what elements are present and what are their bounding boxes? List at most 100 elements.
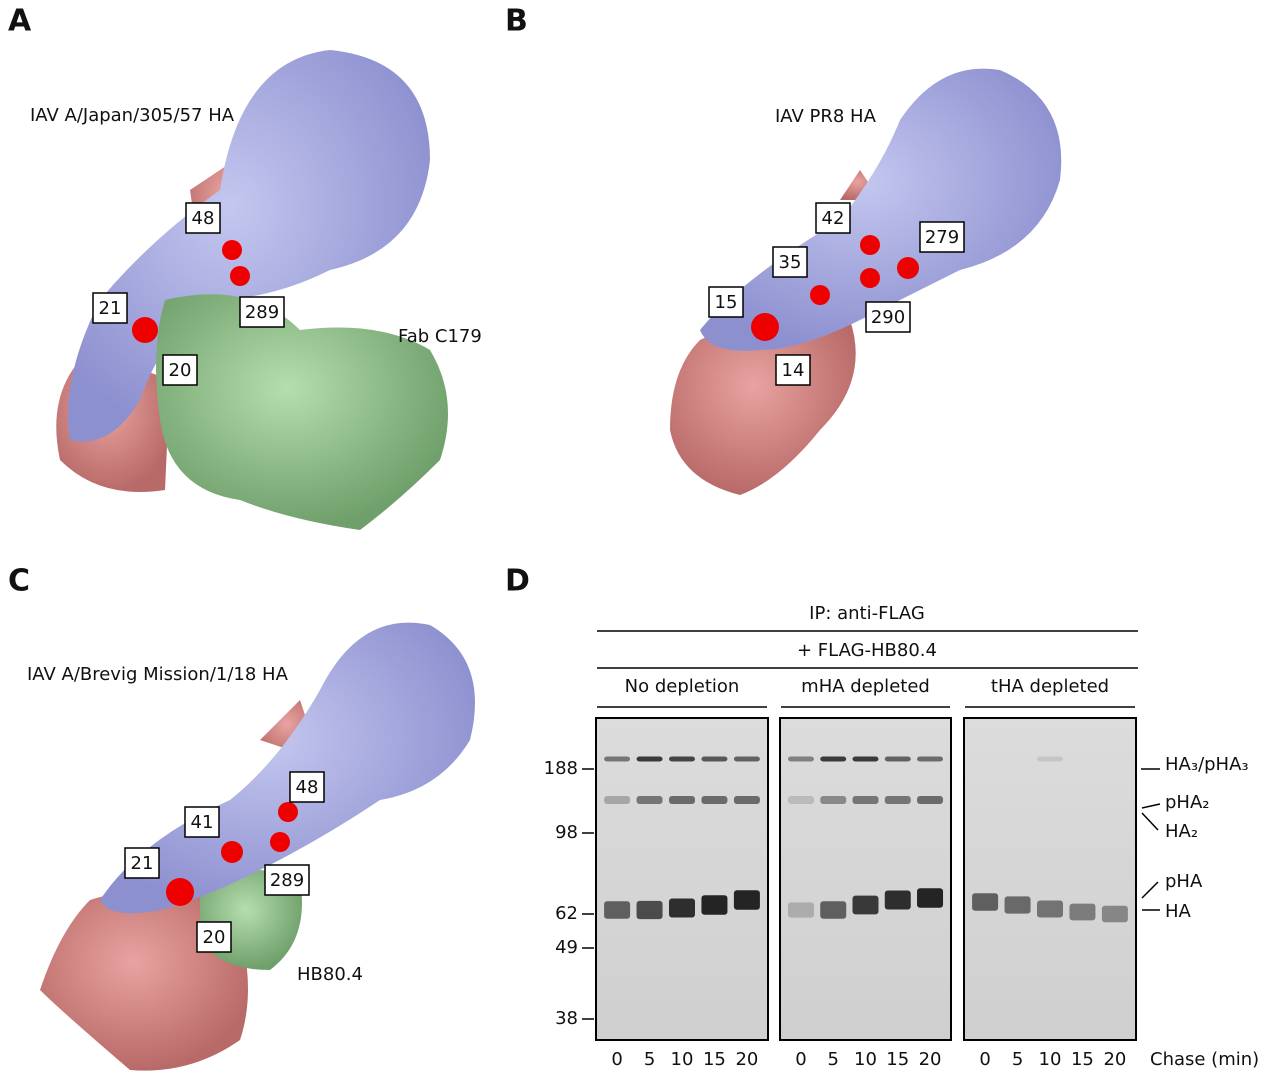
residue-box: [239, 296, 285, 328]
gel-band: [1037, 900, 1063, 918]
gel-band: [917, 888, 944, 908]
band-pointer: [1141, 812, 1159, 831]
lane-axis-label: Chase (min): [1150, 1049, 1259, 1070]
marker-label: 62: [555, 903, 578, 924]
gel-band: [636, 900, 663, 920]
gel-band: [820, 796, 847, 804]
band-label: HA₂: [1165, 821, 1198, 842]
band-label: pHA₂: [1165, 792, 1210, 813]
gel-band: [733, 756, 760, 762]
residue-box: [775, 354, 811, 386]
residue-label: 21: [131, 853, 154, 874]
gel-panel: [595, 717, 769, 1041]
gel-band: [852, 796, 879, 804]
gel-band: [604, 901, 631, 919]
gel-band: [852, 756, 879, 762]
residue-label: 290: [871, 307, 905, 328]
marker-label: 38: [555, 1008, 578, 1029]
gel-band: [604, 796, 631, 804]
gel-band: [820, 901, 847, 919]
panel-title: IAV A/Japan/305/57 HA: [30, 105, 235, 126]
residue-box: [264, 864, 310, 896]
condition-label: mHA depleted: [801, 676, 930, 697]
gel-band: [669, 898, 695, 918]
lane-label: 15: [703, 1049, 726, 1070]
gel-band: [669, 756, 695, 762]
residue-box: [196, 921, 232, 953]
band-pointer: [1141, 881, 1159, 899]
gel-band: [733, 796, 760, 804]
gel-band: [604, 756, 631, 762]
residue-box: [185, 202, 221, 234]
residue-label: 35: [779, 252, 802, 273]
band-label: HA₃/pHA₃: [1165, 754, 1249, 775]
marker-label: 98: [555, 822, 578, 843]
gel-band: [820, 756, 847, 762]
gel-band: [972, 893, 999, 911]
residue-box: [124, 847, 160, 879]
lane-label: 10: [854, 1049, 877, 1070]
residue-box: [184, 806, 220, 838]
panel-letter: C: [8, 564, 30, 599]
residue-label: 15: [715, 292, 738, 313]
residue-box: [92, 292, 128, 324]
residue-box: [815, 202, 851, 234]
residue-label: 48: [192, 208, 215, 229]
residue-label: 21: [99, 298, 122, 319]
gel-panel: [963, 717, 1137, 1041]
gel-band: [787, 756, 814, 762]
gel-band: [917, 796, 944, 804]
lane-label: 15: [1071, 1049, 1094, 1070]
lane-label: 10: [1039, 1049, 1062, 1070]
gel-band: [701, 895, 728, 915]
addition-label: + FLAG-HB80.4: [797, 640, 937, 661]
residue-box: [162, 354, 198, 386]
lane-label: 20: [735, 1049, 758, 1070]
partner-label: Fab C179: [398, 326, 482, 347]
band-label: pHA: [1165, 871, 1203, 892]
gel-band: [787, 902, 814, 918]
lane-label: 5: [644, 1049, 655, 1070]
gel-band: [636, 796, 663, 804]
gel-band: [884, 756, 911, 762]
residue-label: 20: [203, 927, 226, 948]
lane-label: 20: [1103, 1049, 1126, 1070]
panel-title: IAV A/Brevig Mission/1/18 HA: [27, 664, 289, 685]
structure-c: [40, 622, 475, 1071]
marker-label: 188: [544, 758, 578, 779]
gel-band: [852, 895, 879, 915]
lane-label: 20: [919, 1049, 942, 1070]
panel-letter: D: [505, 564, 530, 599]
panel-title: IAV PR8 HA: [775, 106, 877, 127]
gel-band: [884, 890, 911, 910]
panel-letter: B: [505, 4, 528, 39]
gel-panel: [779, 717, 952, 1041]
marker-label: 49: [555, 937, 578, 958]
structure-b: [670, 68, 1062, 495]
gel-band: [884, 796, 911, 804]
gel-band: [701, 756, 728, 762]
band-label: HA: [1165, 901, 1192, 922]
partner-label: HB80.4: [297, 964, 363, 985]
condition-label: No depletion: [625, 676, 740, 697]
residue-label: 289: [270, 870, 304, 891]
band-pointer: [1141, 803, 1161, 809]
residue-box: [772, 246, 808, 278]
gel-band: [787, 796, 814, 804]
residue-label: 48: [296, 777, 319, 798]
gel-band: [917, 756, 944, 762]
lane-label: 0: [979, 1049, 990, 1070]
residue-box: [919, 221, 965, 253]
structure-a: [56, 50, 448, 530]
gel-band: [701, 796, 728, 804]
lane-label: 0: [611, 1049, 622, 1070]
gel-band: [1069, 903, 1096, 921]
condition-label: tHA depleted: [991, 676, 1109, 697]
residue-box: [289, 771, 325, 803]
gel-band: [669, 796, 695, 804]
ip-label: IP: anti-FLAG: [809, 603, 925, 624]
panel-letter: A: [8, 4, 32, 39]
lane-label: 15: [886, 1049, 909, 1070]
